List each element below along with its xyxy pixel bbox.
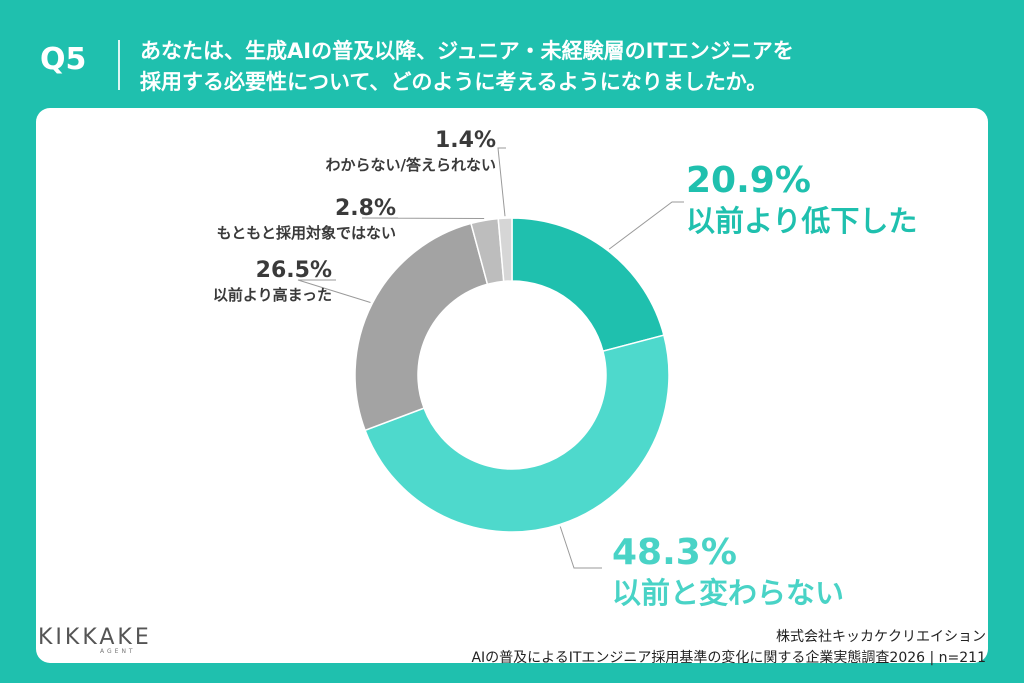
logo-wordmark: KIKKAKE xyxy=(38,625,152,650)
label-decreased-pct: 20.9% xyxy=(686,160,811,201)
question-header: Q5 あなたは、生成AIの普及以降、ジュニア・未経験層のITエンジニアを 採用す… xyxy=(0,0,1024,108)
label-decreased: 20.9% 以前より低下した xyxy=(686,160,917,240)
donut-chart xyxy=(297,147,684,569)
leader-line-unknown xyxy=(497,147,506,217)
label-unknown: 1.4% わからない/答えられない xyxy=(326,128,496,176)
company-name: 株式会社キッカケクリエイション xyxy=(776,629,986,645)
slice-increased xyxy=(354,222,489,432)
label-not-target-pct: 2.8% xyxy=(334,196,396,221)
chart-card: 1.4% わからない/答えられない 2.8% もともと採用対象ではない 26.5… xyxy=(36,108,988,663)
kikkake-logo: KIKKAKE AGENT xyxy=(38,625,152,655)
slice-unknown xyxy=(497,217,513,283)
label-not-target: 2.8% もともと採用対象ではない xyxy=(217,196,396,244)
label-unchanged-pct: 48.3% xyxy=(612,532,737,573)
slice-unchanged xyxy=(364,334,670,533)
label-unchanged-cat: 以前と変わらない xyxy=(612,576,845,610)
survey-title: AIの普及によるITエンジニア採用基準の変化に関する企業実態調査2026 | n… xyxy=(471,650,986,666)
leader-line-increased xyxy=(297,279,371,304)
label-increased-pct: 26.5% xyxy=(255,258,332,283)
question-line-2: 採用する必要性について、どのように考えるようになりましたか。 xyxy=(140,70,768,94)
header-divider xyxy=(118,40,120,90)
label-unknown-cat: わからない/答えられない xyxy=(325,156,496,174)
logo-subtext: AGENT xyxy=(100,648,136,655)
label-unknown-pct: 1.4% xyxy=(434,128,496,153)
label-increased-cat: 以前より高まった xyxy=(212,286,332,304)
label-not-target-cat: もともと採用対象ではない xyxy=(216,224,396,242)
label-increased: 26.5% 以前より高まった xyxy=(213,258,332,306)
footer-credit: 株式会社キッカケクリエイション AIの普及によるITエンジニア採用基準の変化に関… xyxy=(471,627,986,669)
question-line-1: あなたは、生成AIの普及以降、ジュニア・未経験層のITエンジニアを xyxy=(140,39,794,63)
slice-decreased xyxy=(511,217,665,353)
question-number: Q5 xyxy=(40,42,87,77)
question-text: あなたは、生成AIの普及以降、ジュニア・未経験層のITエンジニアを 採用する必要… xyxy=(140,36,1000,98)
label-decreased-cat: 以前より低下した xyxy=(686,204,918,238)
label-unchanged: 48.3% 以前と変わらない xyxy=(612,532,844,612)
leader-line-unchanged xyxy=(559,526,602,569)
leader-line-decreased xyxy=(608,201,684,250)
